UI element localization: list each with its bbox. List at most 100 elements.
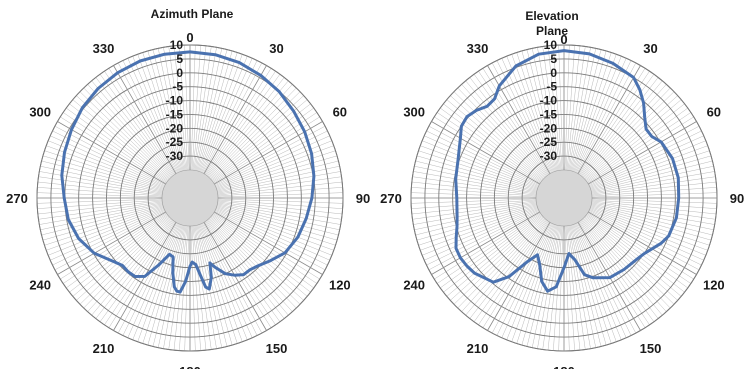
- hatch-line: [583, 87, 671, 179]
- hatch-line: [209, 91, 301, 179]
- hatch-line: [491, 222, 552, 334]
- angle-label-30: 30: [269, 41, 283, 56]
- hatch-line: [72, 215, 169, 297]
- hatch-line: [590, 207, 708, 251]
- hatch-line: [44, 206, 164, 246]
- hatch-line: [422, 140, 539, 188]
- hatch-line: [585, 99, 682, 181]
- hatch-line: [48, 208, 165, 256]
- radial-tick-label: -20: [166, 121, 184, 135]
- hatch-line: [575, 223, 627, 338]
- hatch-line: [588, 125, 700, 186]
- radial-tick-label: -5: [172, 80, 183, 94]
- hatch-line: [39, 202, 163, 225]
- angle-label-330: 330: [93, 41, 115, 56]
- hatch-line: [198, 52, 238, 172]
- angle-label-30: 30: [643, 41, 657, 56]
- hatch-line: [206, 220, 281, 322]
- spoke-240: [57, 211, 166, 275]
- chart-title: Plane: [536, 24, 568, 38]
- hatch-line: [428, 125, 540, 186]
- hatch-line: [589, 140, 706, 188]
- hatch-line: [586, 214, 688, 289]
- radial-tick-label: -10: [540, 94, 558, 108]
- hatch-line: [461, 218, 546, 312]
- hatch-line: [192, 45, 207, 171]
- hatch-line: [202, 62, 263, 174]
- hatch-line: [192, 225, 207, 351]
- hatch-line: [211, 215, 311, 293]
- hatch-line: [589, 210, 702, 266]
- hatch-line: [40, 165, 163, 193]
- hatch-line: [586, 107, 688, 182]
- hatch-line: [521, 50, 557, 172]
- hatch-line: [443, 215, 543, 293]
- hatch-line: [66, 107, 168, 182]
- hatch-line: [591, 202, 715, 225]
- hatch-line: [428, 210, 540, 271]
- radial-tick-label: 0: [176, 66, 183, 80]
- hatch-line: [91, 219, 173, 316]
- spoke-210: [487, 222, 551, 331]
- hatch-line: [37, 200, 163, 215]
- hatch-line: [465, 80, 547, 177]
- hatch-line: [54, 125, 166, 186]
- hatch-line: [537, 225, 560, 349]
- hatch-line: [568, 225, 591, 349]
- hatch-line: [199, 224, 243, 342]
- hatch-line: [211, 103, 311, 181]
- hatch-line: [531, 48, 559, 171]
- hatch-line: [204, 68, 272, 175]
- hatch-line: [589, 130, 702, 186]
- hatch-line: [196, 49, 228, 171]
- hatch-line: [580, 220, 655, 322]
- hatch-line: [104, 221, 175, 325]
- angle-label-330: 330: [467, 41, 489, 56]
- hatch-line: [424, 209, 539, 261]
- hatch-line: [440, 214, 542, 289]
- hatch-line: [450, 95, 544, 180]
- angle-label-180: 180: [179, 364, 201, 369]
- radial-tick-label: 10: [170, 38, 184, 52]
- hatch-line: [457, 217, 545, 309]
- hatch-line: [571, 50, 607, 172]
- hatch-line: [453, 91, 545, 179]
- angle-label-240: 240: [403, 278, 425, 293]
- hatch-line: [526, 225, 558, 347]
- hatch-line: [215, 210, 328, 266]
- hatch-line: [570, 225, 602, 347]
- hatch-line: [590, 155, 712, 191]
- hatch-line: [168, 225, 187, 350]
- hatch-line: [137, 224, 181, 342]
- hatch-line: [127, 223, 179, 338]
- hatch-line: [591, 160, 713, 192]
- azimuth-plane-chart: 1050-5-10-15-20-25-300306090120150180210…: [6, 7, 370, 369]
- hatch-line: [581, 80, 663, 177]
- hatch-line: [157, 225, 185, 348]
- angle-label-270: 270: [380, 191, 402, 206]
- hatch-line: [193, 225, 212, 350]
- hatch-line: [501, 223, 553, 338]
- hatch-line: [52, 210, 165, 266]
- hatch-line: [411, 192, 537, 198]
- hatch-line: [99, 74, 174, 176]
- hatch-line: [572, 224, 612, 344]
- hatch-line: [589, 135, 704, 187]
- spoke-120: [214, 211, 323, 275]
- hatch-line: [511, 54, 555, 172]
- hatch-line: [591, 187, 717, 197]
- hatch-line: [199, 54, 243, 172]
- hatch-line: [122, 60, 178, 173]
- hatch-line: [122, 223, 178, 336]
- hatch-line: [478, 71, 549, 175]
- hatch-line: [434, 212, 541, 280]
- hatch-line: [506, 223, 554, 340]
- hatch-line: [587, 116, 694, 184]
- hatch-line: [147, 50, 183, 172]
- hatch-line: [95, 77, 173, 177]
- inner-disk: [161, 169, 219, 227]
- hatch-line: [210, 216, 304, 301]
- spoke-330: [113, 65, 177, 174]
- hatch-line: [60, 116, 167, 184]
- radial-hatching: [411, 45, 717, 351]
